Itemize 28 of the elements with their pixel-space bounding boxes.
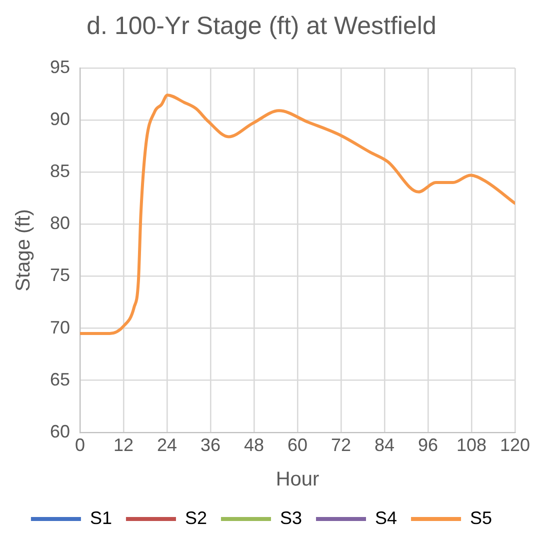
line-series — [80, 94, 515, 335]
y-tick-label: 95 — [50, 56, 70, 77]
x-tick-label: 84 — [374, 435, 395, 456]
y-tick-label: 90 — [50, 109, 70, 130]
x-tick-label: 12 — [114, 435, 134, 456]
x-tick-label: 48 — [244, 435, 264, 456]
legend-label: S5 — [470, 508, 492, 528]
x-tick-label: 24 — [157, 435, 178, 456]
y-tick-label: 80 — [50, 213, 70, 234]
y-tick-label: 85 — [50, 161, 70, 182]
y-tick-label: 60 — [50, 421, 70, 442]
x-tick-label: 36 — [200, 435, 221, 456]
legend-label: S1 — [90, 508, 112, 528]
legend-label: S4 — [375, 508, 398, 528]
legend-label: S2 — [184, 508, 208, 528]
y-axis-title: Stage (ft) — [12, 209, 35, 292]
y-tick-label: 70 — [50, 317, 70, 338]
x-axis-title: Hour — [276, 468, 320, 491]
chart-title: d. 100-Yr Stage (ft) at Westfield — [86, 12, 436, 40]
x-tick-label: 72 — [330, 435, 352, 456]
y-tick-label: 65 — [50, 369, 70, 390]
x-tick-label: 108 — [456, 435, 487, 456]
y-tick-label: 75 — [50, 265, 70, 286]
x-tick-label: 60 — [287, 435, 308, 456]
x-tick-label: 0 — [75, 435, 86, 456]
x-tick-label: 120 — [500, 435, 530, 456]
x-tick-label: 96 — [418, 435, 438, 456]
legend-label: S3 — [280, 508, 302, 528]
